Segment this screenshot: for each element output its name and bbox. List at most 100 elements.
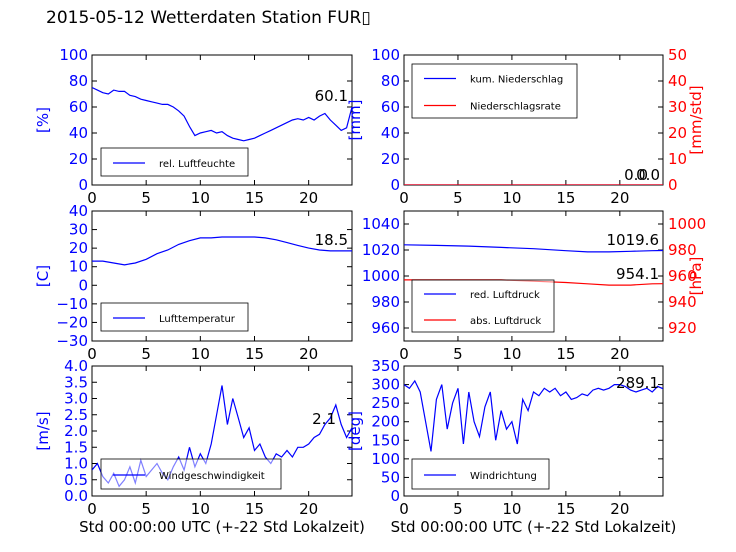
y-axis-label: [deg]: [346, 411, 364, 451]
y-tick-label: 1.0: [64, 455, 88, 473]
y-tick-label: 40: [69, 124, 88, 142]
legend-label: abs. Luftdruck: [470, 316, 541, 327]
subplot-wind-speed: 0 5 10 15 20 0.00.51.01.52.02.53.03.54.0 [m/s]…: [34, 357, 365, 536]
y-tick-label: 250: [371, 394, 400, 412]
last-value-label: 2.1: [312, 410, 336, 428]
x-tick-label: 0: [87, 189, 97, 207]
x-tick-label: 15: [556, 500, 575, 518]
x-tick-label: 5: [141, 500, 151, 518]
subplot-humidity: 0 5 10 15 20 0 20 40 60 80 100 [%] rel. Luftfeuchte 6…: [34, 46, 353, 207]
y-tick-label: 50: [381, 468, 400, 486]
series-line: [92, 236, 352, 266]
axes-frame: [91, 210, 353, 342]
x-tick-label: 5: [453, 189, 463, 207]
series-line: [404, 379, 663, 452]
y-tick-label: 80: [381, 72, 400, 90]
last-value-label: 18.5: [315, 231, 348, 249]
x-tick-label: 20: [610, 500, 629, 518]
y-tick-label: 100: [59, 46, 88, 64]
last-value-label: 289.1: [616, 374, 659, 392]
legend-box: [411, 458, 550, 490]
legend-box: [411, 279, 555, 333]
figure-title: 2015-05-12 Wetterdaten Station FUR▯: [46, 8, 371, 28]
x-tick-label: 15: [556, 345, 575, 363]
y-axis-label: [C]: [34, 265, 52, 287]
y-tick-label: 0: [78, 276, 88, 294]
x-tick-label: 10: [191, 345, 210, 363]
x-tick-label: 10: [502, 345, 521, 363]
y2-tick-label: 50: [668, 46, 687, 64]
legend-box: [100, 302, 249, 332]
y-tick-label: 1.5: [64, 438, 88, 456]
y-tick-label: 60: [381, 98, 400, 116]
y-tick-label: −20: [56, 313, 88, 331]
x-tick-label: 0: [399, 345, 409, 363]
x-tick-label: 15: [245, 500, 264, 518]
x-tick-label: 15: [556, 189, 575, 207]
x-tick-label: 10: [191, 189, 210, 207]
y-tick-label: 2.5: [64, 406, 88, 424]
y-tick-label: 1020: [362, 241, 400, 259]
legend-label: Lufttemperatur: [159, 314, 236, 325]
y-axis-label: [m/s]: [34, 411, 52, 450]
y2-axis-label: [hPa]: [687, 257, 705, 296]
x-tick-label: 10: [502, 189, 521, 207]
y-tick-label: 100: [371, 450, 400, 468]
y-tick-label: 960: [371, 319, 400, 337]
y-axis-label: [%]: [34, 107, 52, 133]
series-line: [404, 244, 663, 253]
last-value-label: 1019.6: [607, 231, 660, 249]
y2-tick-label: 20: [668, 124, 687, 142]
y2-tick-label: 980: [668, 241, 697, 259]
y-tick-label: 80: [69, 72, 88, 90]
y2-tick-label: 1000: [668, 215, 706, 233]
y-tick-label: 20: [69, 150, 88, 168]
y2-tick-label: 940: [668, 293, 697, 311]
legend-box: [100, 458, 282, 490]
x-tick-label: 20: [610, 189, 629, 207]
legend-label: Windgeschwindigkeit: [159, 471, 265, 482]
last-value-label: 60.1: [315, 87, 348, 105]
y-tick-label: 2.0: [64, 422, 88, 440]
x-axis-label: Std 00:00:00 UTC (+-22 Std Lokalzeit): [79, 518, 365, 536]
legend-label: kum. Niederschlag: [470, 75, 563, 86]
y-tick-label: 20: [69, 239, 88, 257]
x-tick-label: 0: [87, 500, 97, 518]
y-tick-label: 0.0: [64, 487, 88, 505]
axes-frame: [403, 365, 664, 497]
legend-label: Windrichtung: [470, 471, 537, 482]
last-value-label: 954.1: [616, 265, 659, 283]
y2-tick-label: 960: [668, 267, 697, 285]
series-line: [92, 86, 352, 142]
x-tick-label: 20: [299, 189, 318, 207]
y-tick-label: 40: [69, 202, 88, 220]
y-tick-label: −30: [56, 332, 88, 350]
y-tick-label: −10: [56, 295, 88, 313]
subplot-pressure: 0 5 10 15 20 960 980 1000 1020 1040 920 940 960 980 10…: [362, 210, 706, 363]
y2-tick-label: 40: [668, 72, 687, 90]
x-tick-label: 5: [453, 500, 463, 518]
y-tick-label: 0: [78, 176, 88, 194]
last-value-label: 0.0: [624, 166, 648, 184]
x-tick-label: 0: [87, 345, 97, 363]
subplot-temperature: 0 5 10 15 20−30−20−10010203040[C]Lufttempera…: [34, 202, 353, 363]
y-tick-label: 150: [371, 431, 400, 449]
last-value-label: 0.0: [636, 166, 660, 184]
y2-tick-label: 920: [668, 319, 697, 337]
axes-frame: [91, 54, 353, 186]
legend-label: Niederschlagsrate: [470, 102, 561, 113]
y2-axis-label: [mm/std]: [687, 85, 705, 154]
y-tick-label: 980: [371, 293, 400, 311]
y-tick-label: 60: [69, 98, 88, 116]
x-tick-label: 5: [453, 345, 463, 363]
x-tick-label: 0: [399, 189, 409, 207]
y-tick-label: 350: [371, 357, 400, 375]
y2-tick-label: 10: [668, 150, 687, 168]
y-tick-label: 20: [381, 150, 400, 168]
x-tick-label: 0: [399, 500, 409, 518]
y-tick-label: 40: [381, 124, 400, 142]
x-tick-label: 15: [245, 345, 264, 363]
y-tick-label: 30: [69, 221, 88, 239]
